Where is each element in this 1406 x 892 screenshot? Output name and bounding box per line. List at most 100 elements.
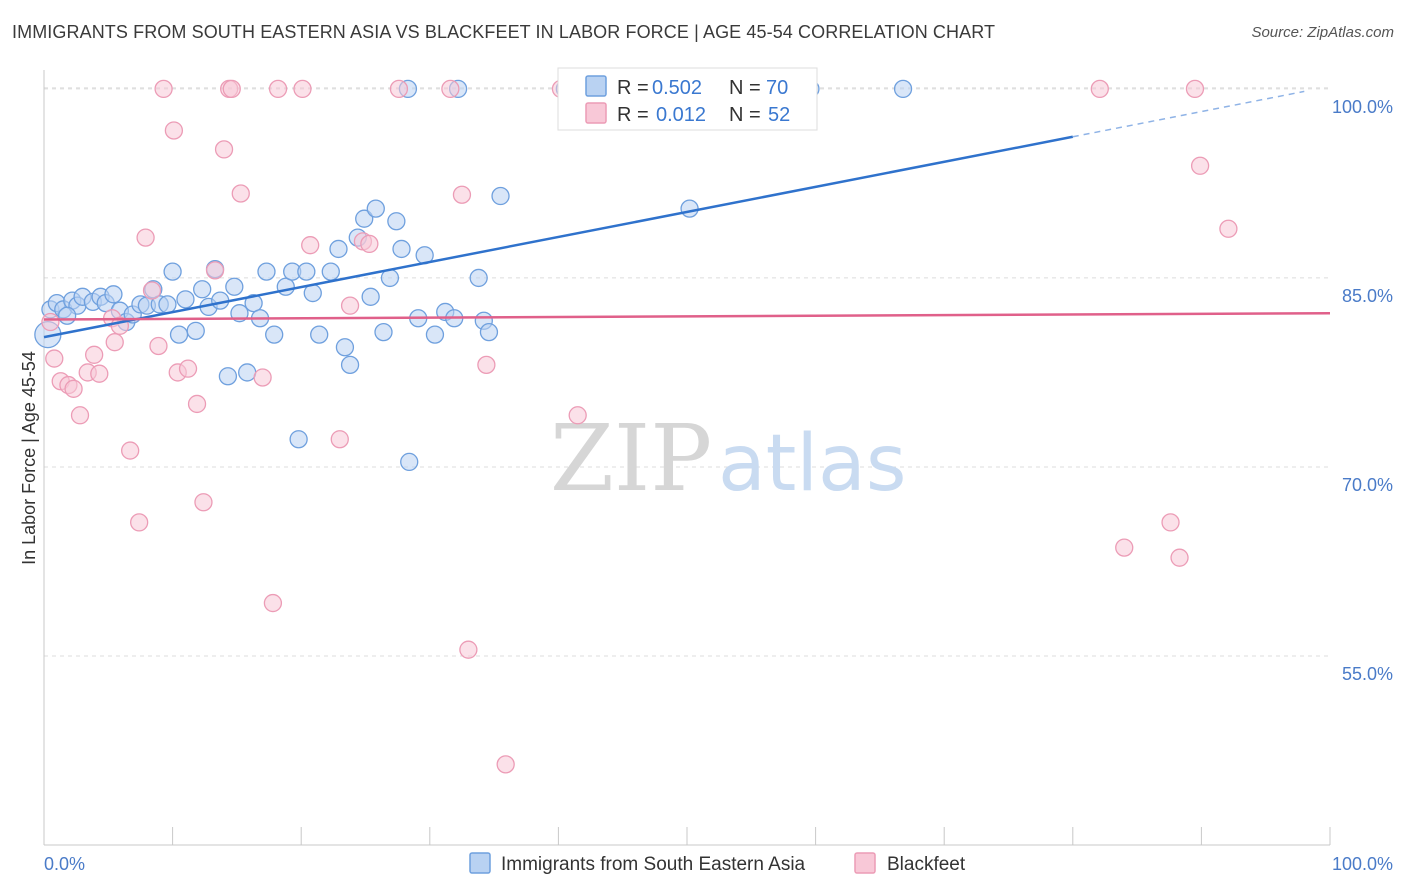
point-sea: [893, 79, 913, 99]
data-points: [34, 79, 1238, 774]
legend-r-label-blackfeet: R =: [617, 104, 649, 126]
point-blackfeet: [194, 493, 213, 512]
stats-legend: R = 0.502 N = 70 R = 0.012 N = 52: [557, 67, 818, 131]
point-blackfeet: [1161, 513, 1180, 532]
point-sea: [329, 239, 348, 259]
point-sea: [163, 262, 182, 281]
point-sea: [355, 209, 374, 228]
x-tick-label-max: 100.0%: [1332, 854, 1393, 874]
point-sea: [158, 295, 177, 314]
point-sea: [374, 322, 393, 342]
point-blackfeet: [214, 140, 234, 159]
point-blackfeet: [459, 640, 478, 659]
point-sea: [335, 338, 355, 357]
axes: [43, 70, 1331, 846]
watermark-atlas: atlas: [718, 419, 907, 509]
point-sea: [176, 290, 195, 309]
y-axis-label: In Labor Force | Age 45-54: [19, 351, 39, 565]
point-blackfeet: [1185, 79, 1205, 99]
point-blackfeet: [231, 184, 250, 203]
point-sea: [491, 186, 510, 206]
x-tick-label-min: 0.0%: [44, 854, 85, 874]
source-label: Source: ZipAtlas.com: [1251, 24, 1394, 41]
legend-swatch-blackfeet: [585, 102, 607, 124]
point-blackfeet: [477, 355, 496, 375]
legend-n-label-blackfeet: N =: [729, 104, 761, 126]
point-sea: [340, 355, 360, 375]
point-sea: [193, 280, 212, 299]
point-blackfeet: [1219, 219, 1238, 238]
point-blackfeet: [389, 79, 409, 99]
point-sea: [361, 287, 380, 306]
point-sea: [186, 321, 205, 341]
point-blackfeet: [164, 121, 184, 140]
point-blackfeet: [154, 79, 173, 99]
legend-r-label-sea: R =: [617, 77, 649, 99]
y-tick-label-3: 100.0%: [1332, 97, 1393, 117]
legend-n-value-blackfeet: 52: [768, 104, 790, 126]
series-legend: Immigrants from South Eastern Asia Black…: [469, 852, 966, 875]
legend-r-value-blackfeet: 0.012: [656, 104, 706, 126]
point-blackfeet: [45, 349, 64, 368]
trend-line-sea: [43, 135, 1074, 339]
point-blackfeet: [85, 345, 104, 364]
gridlines: [44, 87, 1330, 657]
y-tick-labels: 55.0% 70.0% 85.0% 100.0%: [1332, 97, 1393, 684]
point-blackfeet: [1170, 548, 1189, 567]
point-blackfeet: [41, 312, 60, 332]
bottom-legend-swatch-sea: [469, 852, 491, 874]
point-blackfeet: [64, 379, 83, 398]
legend-swatch-sea: [585, 75, 607, 97]
point-sea: [425, 325, 445, 344]
point-blackfeet: [253, 368, 272, 387]
point-sea: [680, 199, 699, 218]
legend-r-value-sea: 0.502: [652, 77, 702, 99]
point-blackfeet: [105, 333, 124, 352]
point-blackfeet: [496, 755, 515, 774]
point-sea: [479, 322, 499, 342]
point-blackfeet: [205, 261, 225, 280]
point-blackfeet: [70, 406, 90, 425]
trend-line-blackfeet: [43, 311, 1331, 321]
point-blackfeet: [1190, 156, 1210, 175]
point-blackfeet: [136, 228, 155, 247]
point-sea: [265, 325, 284, 344]
point-sea: [244, 293, 263, 313]
chart-title: IMMIGRANTS FROM SOUTH EASTERN ASIA VS BL…: [12, 22, 996, 42]
point-blackfeet: [222, 79, 241, 99]
trend-line-extension-sea: [1072, 90, 1305, 138]
point-sea: [257, 262, 276, 281]
point-blackfeet: [301, 236, 320, 255]
point-sea: [392, 239, 411, 259]
point-blackfeet: [1090, 79, 1109, 99]
point-blackfeet: [187, 394, 207, 414]
point-blackfeet: [360, 234, 379, 254]
point-sea: [169, 325, 189, 344]
trend-lines: [43, 90, 1331, 339]
y-tick-label-1: 70.0%: [1342, 475, 1393, 495]
point-sea: [387, 212, 406, 231]
point-sea: [469, 268, 488, 288]
point-blackfeet: [330, 430, 349, 449]
point-blackfeet: [293, 79, 312, 99]
point-blackfeet: [268, 79, 288, 99]
y-tick-label-2: 85.0%: [1342, 286, 1393, 306]
point-sea: [289, 430, 308, 449]
point-sea: [321, 262, 340, 281]
point-sea: [400, 452, 419, 472]
watermark: ZIP atlas: [550, 405, 907, 512]
point-blackfeet: [340, 296, 360, 315]
point-blackfeet: [178, 359, 198, 378]
point-blackfeet: [568, 406, 587, 425]
point-blackfeet: [121, 441, 140, 460]
point-sea: [225, 277, 244, 296]
legend-n-value-sea: 70: [766, 77, 788, 99]
point-sea: [366, 199, 385, 218]
point-blackfeet: [130, 513, 149, 532]
point-blackfeet: [1115, 538, 1134, 557]
point-sea: [310, 325, 329, 344]
point-blackfeet: [142, 281, 162, 300]
point-blackfeet: [263, 593, 283, 613]
legend-n-label-sea: N =: [729, 77, 761, 99]
